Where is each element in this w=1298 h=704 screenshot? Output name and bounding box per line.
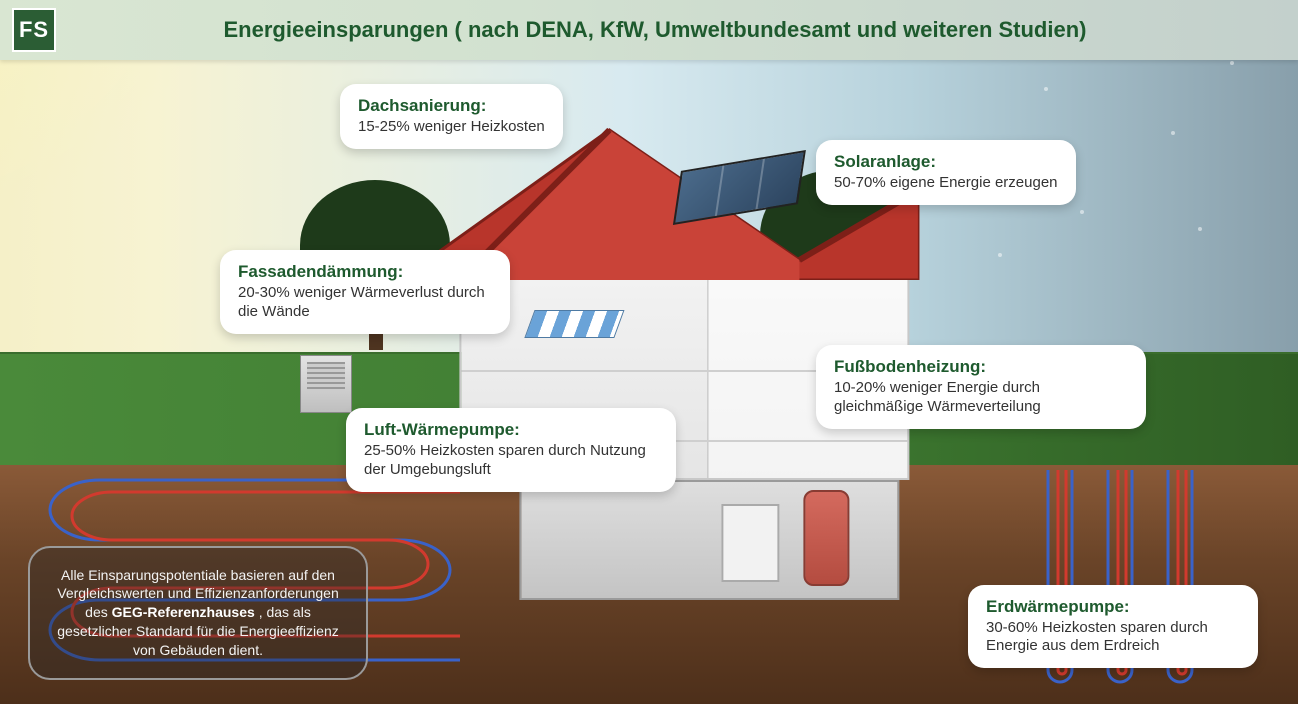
callout-luft-waermepumpe: Luft-Wärmepumpe: 25-50% Heizkosten spare… [346, 408, 676, 492]
header-bar: FS Energieeinsparungen ( nach DENA, KfW,… [0, 0, 1298, 60]
callout-fassadendaemmung: Fassadendämmung: 20-30% weniger Wärmever… [220, 250, 510, 334]
callout-heading: Fußbodenheizung: [834, 357, 1128, 377]
footnote-bold: GEG-Referenzhauses [112, 604, 255, 620]
callout-text: 20-30% weniger Wärmeverlust durch die Wä… [238, 284, 492, 322]
callout-text: 10-20% weniger Energie durch gleichmäßig… [834, 379, 1128, 417]
callout-text: 25-50% Heizkosten sparen durch Nutzung d… [364, 442, 658, 480]
callout-text: 30-60% Heizkosten sparen durch Energie a… [986, 619, 1240, 657]
boiler-unit [721, 504, 779, 582]
callout-heading: Erdwärmepumpe: [986, 597, 1240, 617]
callout-heading: Solaranlage: [834, 152, 1058, 172]
callout-heading: Luft-Wärmepumpe: [364, 420, 658, 440]
callout-heading: Fassadendämmung: [238, 262, 492, 282]
callout-fussbodenheizung: Fußbodenheizung: 10-20% weniger Energie … [816, 345, 1146, 429]
callout-dachsanierung: Dachsanierung: 15-25% weniger Heizkosten [340, 84, 563, 149]
page-title: Energieeinsparungen ( nach DENA, KfW, Um… [56, 17, 1298, 43]
hot-water-tank-icon [803, 490, 849, 586]
window-awning [524, 310, 624, 338]
callout-text: 15-25% weniger Heizkosten [358, 118, 545, 137]
callout-heading: Dachsanierung: [358, 96, 545, 116]
infographic-scene: FS Energieeinsparungen ( nach DENA, KfW,… [0, 0, 1298, 704]
brand-logo: FS [12, 8, 56, 52]
callout-erdwaermepumpe: Erdwärmepumpe: 30-60% Heizkosten sparen … [968, 585, 1258, 669]
callout-solaranlage: Solaranlage: 50-70% eigene Energie erzeu… [816, 140, 1076, 205]
footnote-box: Alle Einsparungspotentiale basieren auf … [28, 546, 368, 680]
heat-pump-icon [300, 355, 352, 413]
callout-text: 50-70% eigene Energie erzeugen [834, 174, 1058, 193]
